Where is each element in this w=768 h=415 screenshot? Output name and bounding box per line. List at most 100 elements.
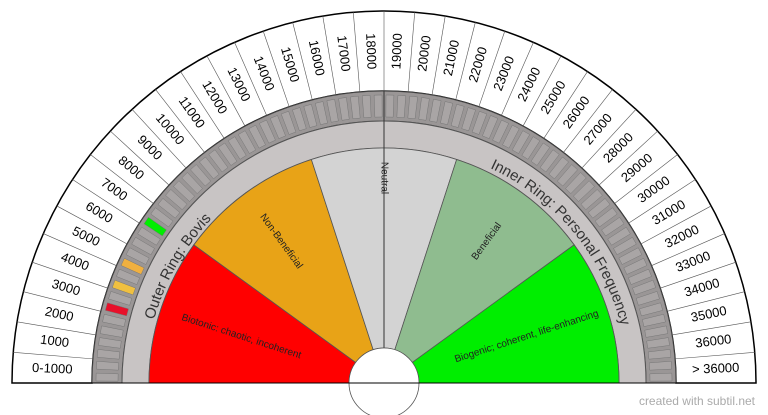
- segment-cell: [639, 302, 663, 317]
- segment-cell: [539, 149, 560, 173]
- scale-label: 0-1000: [32, 360, 73, 377]
- segment-cell: [137, 226, 161, 246]
- segment-cell: [587, 198, 611, 219]
- segment-cell: [565, 172, 587, 194]
- segment-cell: [108, 291, 133, 306]
- scale-label: 36000: [694, 331, 732, 350]
- label-divider: [155, 89, 205, 153]
- label-divider: [581, 109, 637, 169]
- segment-cell: [165, 189, 188, 211]
- scale-label: 20000: [414, 35, 433, 73]
- segment-cell: [649, 372, 673, 382]
- label-divider: [56, 205, 128, 245]
- scale-label: 35000: [689, 303, 727, 325]
- label-divider: [206, 55, 246, 127]
- segment-cell: [190, 164, 212, 187]
- segment-cell: [471, 110, 488, 135]
- segment-cell: [373, 94, 383, 118]
- segment-cell: [150, 207, 174, 228]
- label-divider: [455, 22, 476, 101]
- segment-cell: [648, 360, 672, 371]
- label-divider: [43, 233, 117, 266]
- segment-cell: [628, 268, 652, 285]
- scale-label: 17000: [334, 35, 353, 73]
- label-divider: [478, 31, 506, 107]
- segment-cell: [269, 115, 286, 139]
- label-divider: [598, 130, 658, 186]
- segment-cell: [418, 97, 430, 121]
- segment-cell: [326, 98, 339, 123]
- label-divider: [131, 109, 187, 169]
- segment-cell: [407, 95, 418, 120]
- scale-label: 18000: [363, 33, 379, 70]
- segment-cell: [511, 130, 531, 154]
- segment-cell: [314, 101, 328, 125]
- segment-cell: [580, 189, 603, 211]
- segment-cell: [120, 257, 145, 275]
- segment-cell: [105, 302, 129, 317]
- label-divider: [23, 291, 102, 312]
- segment-cell: [181, 172, 203, 194]
- segment-cell: [482, 115, 499, 139]
- label-divider: [262, 31, 290, 107]
- segment-cell: [429, 98, 442, 123]
- label-divider: [90, 154, 154, 204]
- segment-cell: [227, 136, 247, 160]
- label-divider: [32, 261, 108, 289]
- segment-cell: [96, 360, 120, 371]
- label-divider: [651, 233, 725, 266]
- segment-cell: [98, 337, 122, 349]
- segment-cell: [385, 94, 395, 118]
- segment-cell: [303, 104, 318, 128]
- segment-cell: [116, 268, 140, 285]
- segment-cell: [350, 95, 361, 120]
- label-divider: [72, 179, 140, 224]
- segment-cell: [237, 130, 257, 154]
- label-divider: [543, 71, 588, 139]
- label-divider: [666, 291, 745, 312]
- label-divider: [671, 321, 751, 336]
- segment-cell: [530, 142, 551, 166]
- segment-cell: [644, 325, 669, 338]
- segment-cell: [292, 107, 307, 132]
- segment-cell: [96, 349, 121, 360]
- segment-cell: [248, 124, 266, 149]
- segment-cell: [548, 156, 569, 180]
- scale-label: 1000: [39, 332, 70, 350]
- segment-cell: [618, 247, 643, 265]
- segment-cell: [157, 198, 181, 219]
- segment-cell: [217, 142, 238, 166]
- segment-cell: [208, 149, 229, 173]
- segment-cell: [613, 236, 637, 256]
- segment-cell: [623, 257, 648, 275]
- segment-cell: [492, 119, 510, 144]
- center-hole: [348, 347, 420, 415]
- label-divider: [563, 89, 613, 153]
- segment-cell: [594, 207, 618, 228]
- segment-cell: [502, 124, 520, 149]
- segment-cell: [573, 180, 595, 202]
- scale-label: > 36000: [692, 360, 740, 377]
- segment-cell: [280, 110, 297, 135]
- label-divider: [234, 42, 267, 116]
- label-divider: [522, 55, 562, 127]
- label-divider: [13, 351, 94, 360]
- segment-cell: [125, 247, 150, 265]
- segment-cell: [450, 104, 465, 128]
- segment-cell: [635, 291, 660, 306]
- segment-cell: [131, 236, 155, 256]
- segment-cell: [601, 216, 625, 237]
- segment-cell: [521, 136, 541, 160]
- footer: created with subtil.net: [639, 394, 756, 408]
- segment-cell: [258, 119, 276, 144]
- segment-cell: [338, 97, 350, 121]
- label-divider: [660, 261, 736, 289]
- label-divider: [292, 22, 313, 101]
- label-divider: [407, 12, 416, 93]
- label-divider: [322, 16, 337, 96]
- scale-label: 19000: [388, 33, 404, 70]
- segment-cell: [632, 279, 657, 296]
- segment-cell: [642, 313, 666, 327]
- label-divider: [352, 12, 361, 93]
